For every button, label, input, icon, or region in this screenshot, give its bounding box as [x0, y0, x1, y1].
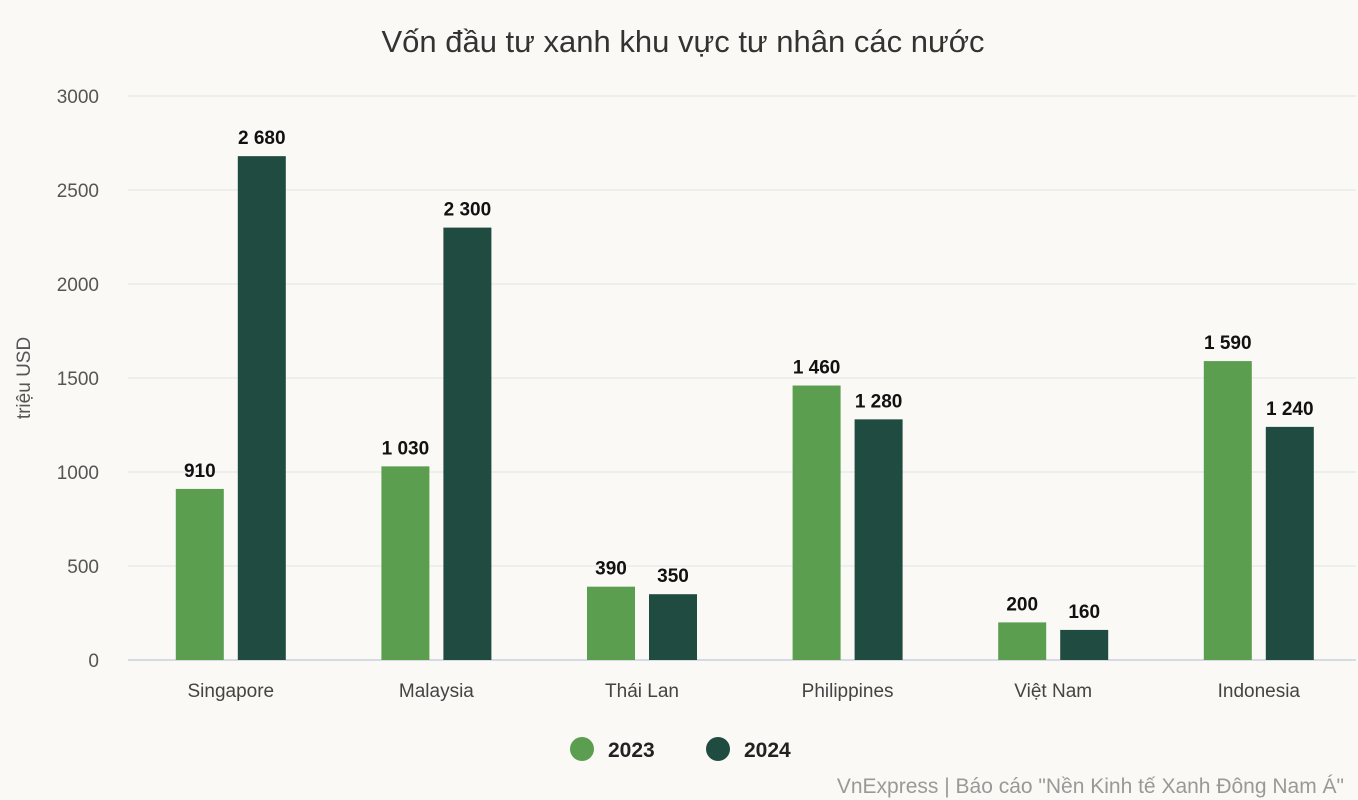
legend-marker-2024: [706, 737, 730, 761]
data-label: 1 590: [1204, 333, 1252, 354]
x-tick-label: Philippines: [802, 681, 894, 702]
data-label: 910: [184, 461, 216, 482]
source-note: VnExpress | Báo cáo "Nền Kinh tế Xanh Đô…: [837, 775, 1344, 798]
data-label: 160: [1068, 602, 1100, 623]
bar-2024: [1265, 426, 1314, 660]
data-label: 350: [657, 566, 689, 587]
bar-2023: [1203, 361, 1252, 660]
data-label: 1 240: [1266, 399, 1314, 420]
legend-label: 2024: [744, 739, 791, 762]
bar-2023: [587, 586, 635, 660]
data-label: 200: [1006, 594, 1038, 615]
bar-2023: [792, 385, 841, 660]
data-label: 390: [595, 559, 627, 580]
y-tick-label: 1000: [57, 463, 99, 484]
bar-2024: [1060, 629, 1109, 660]
x-tick-label: Indonesia: [1218, 681, 1301, 702]
bar-2024: [237, 156, 286, 660]
data-label: 1 460: [793, 358, 841, 379]
x-tick-label: Thái Lan: [605, 681, 679, 702]
y-tick-label: 2500: [57, 181, 99, 202]
bar-2024: [649, 594, 697, 660]
data-label: 1 280: [855, 391, 903, 412]
bar-2024: [443, 227, 492, 660]
chart-title: Vốn đầu tư xanh khu vực tư nhân các nước: [381, 24, 984, 59]
data-label: 2 680: [238, 128, 286, 149]
y-tick-label: 3000: [57, 87, 99, 108]
legend-label: 2023: [608, 739, 655, 762]
y-tick-label: 1500: [57, 369, 99, 390]
bar-2023: [381, 466, 430, 660]
x-tick-label: Malaysia: [399, 681, 474, 702]
y-tick-label: 500: [67, 557, 99, 578]
y-tick-label: 2000: [57, 275, 99, 296]
y-tick-label: 0: [88, 651, 99, 672]
data-label: 2 300: [444, 200, 492, 221]
bar-2023: [998, 622, 1047, 660]
bar-2024: [854, 419, 903, 660]
bar-2023: [175, 488, 224, 660]
data-label: 1 030: [382, 438, 430, 459]
x-tick-label: Việt Nam: [1014, 681, 1092, 702]
y-axis-title: triệu USD: [14, 337, 35, 419]
legend-marker-2023: [570, 737, 594, 761]
x-tick-label: Singapore: [187, 681, 274, 702]
